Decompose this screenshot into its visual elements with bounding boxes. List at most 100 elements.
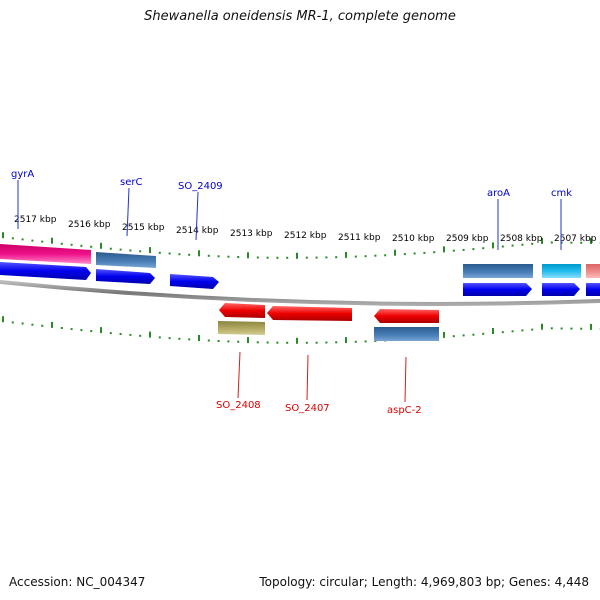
ruler-label: 2509 kbp: [446, 234, 489, 244]
gene-label-cmk[interactable]: cmk: [551, 188, 572, 199]
feature-salmon[interactable]: [586, 264, 600, 278]
minor-tick: [511, 244, 514, 247]
minor-tick: [60, 242, 63, 245]
forward-gene-labels: gyrA serC SO_2409 aroA cmk: [11, 169, 572, 250]
cds-arrow-serC[interactable]: [96, 269, 155, 284]
major-tick: [2, 316, 4, 323]
major-tick: [590, 323, 592, 330]
minor-tick: [482, 332, 485, 335]
minor-tick: [41, 240, 44, 243]
major-tick: [492, 242, 494, 249]
cds-arrow-aspC-2[interactable]: [374, 309, 439, 323]
cds-arrow-aroA[interactable]: [463, 283, 532, 296]
minor-tick: [364, 340, 367, 343]
minor-tick: [364, 255, 367, 258]
major-tick: [443, 331, 445, 338]
minor-tick: [178, 253, 181, 256]
genome-summary-text: Topology: circular; Length: 4,969,803 bp…: [259, 575, 589, 589]
minor-tick: [158, 336, 161, 339]
gene-label-aroA[interactable]: aroA: [487, 188, 510, 199]
cds-arrow-SO_2408[interactable]: [219, 303, 265, 318]
major-tick: [100, 242, 102, 249]
major-tick: [198, 335, 200, 341]
minor-tick: [413, 252, 416, 255]
gene-label-SO_2409[interactable]: SO_2409: [178, 181, 223, 192]
minor-tick: [511, 330, 514, 333]
minor-tick: [482, 247, 485, 250]
minor-tick: [139, 334, 142, 337]
gene-leader-line: [126, 187, 130, 237]
minor-tick: [256, 256, 259, 259]
minor-tick: [109, 247, 112, 250]
feature-pink[interactable]: [0, 244, 91, 264]
feature-olive[interactable]: [218, 321, 265, 335]
cds-arrow-cmk[interactable]: [542, 283, 580, 296]
gene-leader-line: [195, 191, 199, 241]
ruler-label: 2514 kbp: [176, 226, 219, 236]
accession-text: Accession: NC_004347: [9, 575, 146, 589]
minor-tick: [109, 332, 112, 335]
minor-tick: [158, 251, 161, 254]
major-tick: [590, 237, 592, 244]
cds-arrow-edge[interactable]: [586, 283, 600, 296]
minor-tick: [266, 256, 269, 259]
genome-backbone: [0, 280, 600, 306]
major-tick: [51, 321, 53, 328]
minor-tick: [70, 243, 73, 246]
minor-tick: [168, 252, 171, 255]
gene-label-aspC-2[interactable]: aspC-2: [387, 405, 422, 416]
minor-tick: [286, 256, 289, 259]
gene-label-SO_2408[interactable]: SO_2408: [216, 400, 261, 411]
minor-tick: [354, 255, 357, 258]
gene-label-SO_2407[interactable]: SO_2407: [285, 403, 330, 414]
feature-aroA[interactable]: [463, 264, 533, 278]
gene-leader-line: [306, 354, 309, 401]
minor-tick: [227, 255, 230, 258]
minor-tick: [276, 256, 279, 259]
ruler-label: 2508 kbp: [500, 234, 543, 244]
minor-tick: [315, 256, 318, 259]
minor-tick: [119, 248, 122, 251]
cds-arrow-SO_2407[interactable]: [267, 306, 352, 321]
ruler-label: 2510 kbp: [392, 234, 435, 244]
minor-tick: [256, 341, 259, 344]
minor-tick: [374, 254, 377, 257]
minor-tick: [90, 330, 93, 333]
cds-arrow-SO_2409[interactable]: [170, 274, 219, 289]
minor-tick: [433, 251, 436, 254]
feature-serC[interactable]: [96, 252, 156, 268]
minor-tick: [178, 337, 181, 340]
minor-tick: [217, 255, 220, 258]
reverse-strand-features: [218, 303, 439, 341]
minor-tick: [266, 341, 269, 344]
minor-tick: [129, 333, 132, 336]
major-tick: [492, 328, 494, 334]
minor-tick: [560, 241, 563, 244]
minor-tick: [462, 334, 465, 337]
major-tick: [394, 249, 396, 256]
major-tick: [541, 323, 543, 330]
minor-tick: [472, 248, 475, 251]
minor-tick: [354, 340, 357, 343]
reverse-gene-labels: SO_2408 SO_2407 aspC-2: [216, 351, 422, 416]
feature-cmk[interactable]: [542, 264, 581, 278]
ruler-label: 2507 kbp: [554, 234, 597, 244]
gene-label-gyrA[interactable]: gyrA: [11, 169, 34, 180]
major-tick: [149, 331, 151, 338]
minor-tick: [570, 327, 573, 330]
minor-tick: [237, 256, 240, 258]
minor-tick: [521, 243, 524, 246]
minor-tick: [21, 238, 24, 241]
feature-aspC-2[interactable]: [374, 327, 439, 341]
minor-tick: [550, 241, 553, 244]
minor-tick: [21, 322, 24, 325]
minor-tick: [531, 242, 534, 245]
cds-arrow-forward[interactable]: [0, 262, 91, 280]
minor-tick: [423, 251, 426, 254]
minor-tick: [315, 341, 318, 344]
minor-tick: [168, 337, 171, 340]
forward-strand-features: [0, 244, 600, 296]
gene-label-serC[interactable]: serC: [120, 177, 142, 188]
ruler-label: 2517 kbp: [14, 215, 57, 225]
major-tick: [296, 252, 298, 259]
